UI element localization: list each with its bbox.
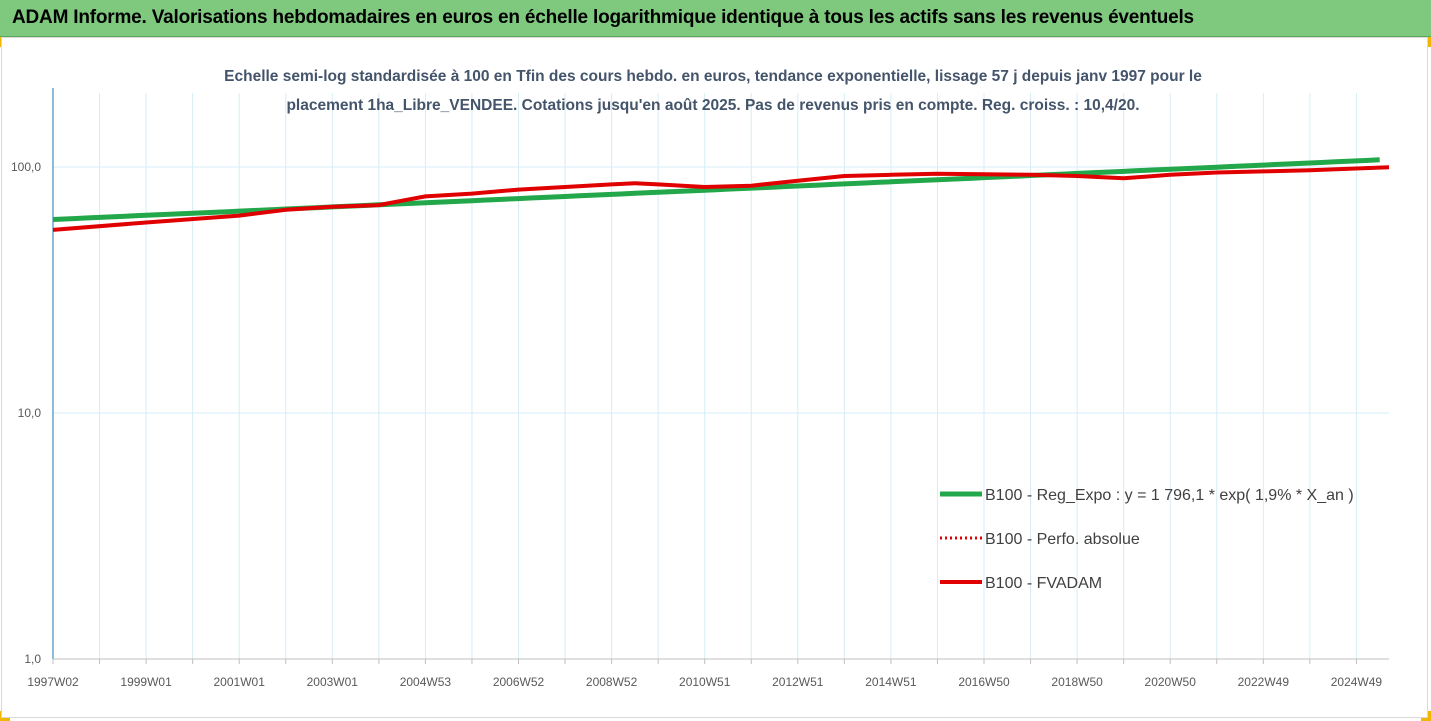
chart-title-line-2: placement 1ha_Libre_VENDEE. Cotations ju… <box>286 97 1139 114</box>
chart-title-line-1: Echelle semi-log standardisée à 100 en T… <box>224 68 1202 85</box>
legend-label-3: B100 - FVADAM <box>985 575 1102 592</box>
y-tick-label: 1,0 <box>24 652 41 666</box>
chart-title: Echelle semi-log standardisée à 100 en T… <box>224 68 1202 114</box>
x-tick-label: 2016W50 <box>958 675 1010 689</box>
x-tick-label: 2006W52 <box>493 675 545 689</box>
report-title: ADAM Informe. Valorisations hebdomadaire… <box>12 7 1194 28</box>
report-header: ADAM Informe. Valorisations hebdomadaire… <box>0 0 1431 37</box>
x-tick-label: 2022W49 <box>1238 675 1290 689</box>
x-tick-label: 2008W52 <box>586 675 638 689</box>
x-tick-label: 2024W49 <box>1331 675 1383 689</box>
x-tick-label: 2003W01 <box>307 675 359 689</box>
x-tick-label: 2014W51 <box>865 675 917 689</box>
y-tick-label: 100,0 <box>11 160 41 174</box>
legend: B100 - Reg_Expo : y = 1 796,1 * exp( 1,9… <box>940 487 1354 592</box>
axes: 1,0 10,0 100,0 1997W02 1999W01 2001W01 2003W01… <box>11 88 1389 689</box>
x-tick-label: 2012W51 <box>772 675 824 689</box>
x-tick-label: 2018W50 <box>1051 675 1103 689</box>
x-tick-label: 1999W01 <box>120 675 172 689</box>
x-tick-label: 2001W01 <box>214 675 266 689</box>
y-tick-label: 10,0 <box>18 406 42 420</box>
series-line-3 <box>52 165 1390 232</box>
x-tick-label: 2004W53 <box>400 675 452 689</box>
grid <box>52 93 1389 660</box>
chart-svg: 1,0 10,0 100,0 1997W02 1999W01 2001W01 2003W01… <box>11 68 1390 689</box>
series-line-2 <box>52 165 1390 232</box>
x-tick-label: 1997W02 <box>27 675 79 689</box>
chart-area: 1,0 10,0 100,0 1997W02 1999W01 2001W01 2003W01… <box>1 37 1428 718</box>
x-tick-label: 2010W51 <box>679 675 731 689</box>
series <box>52 157 1390 232</box>
legend-label-2: B100 - Perfo. absolue <box>985 531 1140 548</box>
x-tick-label: 2020W50 <box>1145 675 1197 689</box>
series-line-1 <box>52 157 1380 222</box>
legend-label-1: B100 - Reg_Expo : y = 1 796,1 * exp( 1,9… <box>985 487 1354 504</box>
